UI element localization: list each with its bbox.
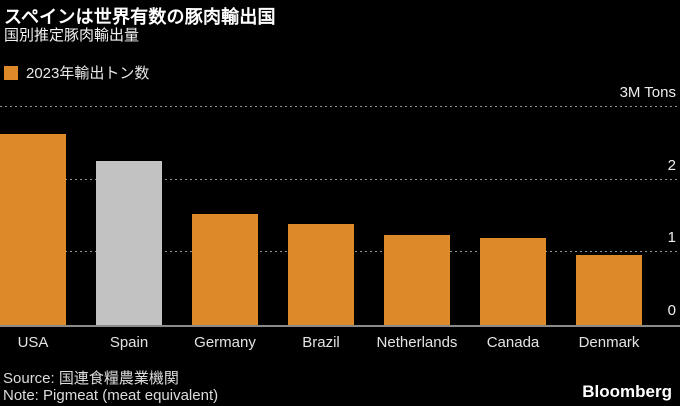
bar-canada bbox=[480, 238, 546, 325]
bar-spain bbox=[96, 161, 162, 325]
bar-usa bbox=[0, 134, 66, 325]
bar-brazil bbox=[288, 224, 354, 325]
bar-denmark bbox=[576, 255, 642, 325]
x-tick-label-spain: Spain bbox=[109, 334, 149, 351]
x-tick-label-canada: Canada bbox=[486, 334, 540, 351]
chart-title: スペインは世界有数の豚肉輸出国 bbox=[4, 7, 276, 27]
legend: 2023年輸出トン数 bbox=[4, 62, 149, 83]
source-note: Source: 国連食糧農業機関 bbox=[3, 370, 179, 387]
legend-swatch-icon bbox=[4, 65, 18, 80]
x-axis-labels: USA Spain Germany Brazil Netherlands Canada De… bbox=[0, 334, 680, 354]
gridline-2 bbox=[0, 178, 680, 180]
y-tick-label-3: 3M Tons bbox=[619, 84, 676, 101]
x-tick-label-germany: Germany bbox=[194, 334, 256, 351]
x-tick-label-brazil: Brazil bbox=[302, 334, 340, 351]
footer: Source: 国連食糧農業機関 Note: Pigmeat (meat equ… bbox=[3, 370, 218, 404]
x-tick-label-usa: USA bbox=[17, 334, 49, 351]
bar-germany bbox=[192, 214, 258, 325]
y-tick-label-0: 0 bbox=[667, 302, 676, 319]
bloomberg-logo: Bloomberg bbox=[582, 382, 672, 401]
x-tick-label-denmark: Denmark bbox=[578, 334, 640, 351]
plot-area: 3M Tons 2 1 0 bbox=[0, 85, 680, 327]
x-tick-label-netherlands: Netherlands bbox=[376, 334, 458, 351]
method-note: Note: Pigmeat (meat equivalent) bbox=[3, 387, 219, 404]
gridline-3 bbox=[0, 106, 680, 107]
bar-netherlands bbox=[384, 235, 450, 325]
chart-subtitle: 国別推定豚肉輸出量 bbox=[4, 27, 140, 44]
legend-label: 2023年輸出トン数 bbox=[26, 65, 150, 82]
y-tick-label-1: 1 bbox=[667, 229, 676, 247]
y-tick-label-2: 2 bbox=[667, 156, 676, 174]
